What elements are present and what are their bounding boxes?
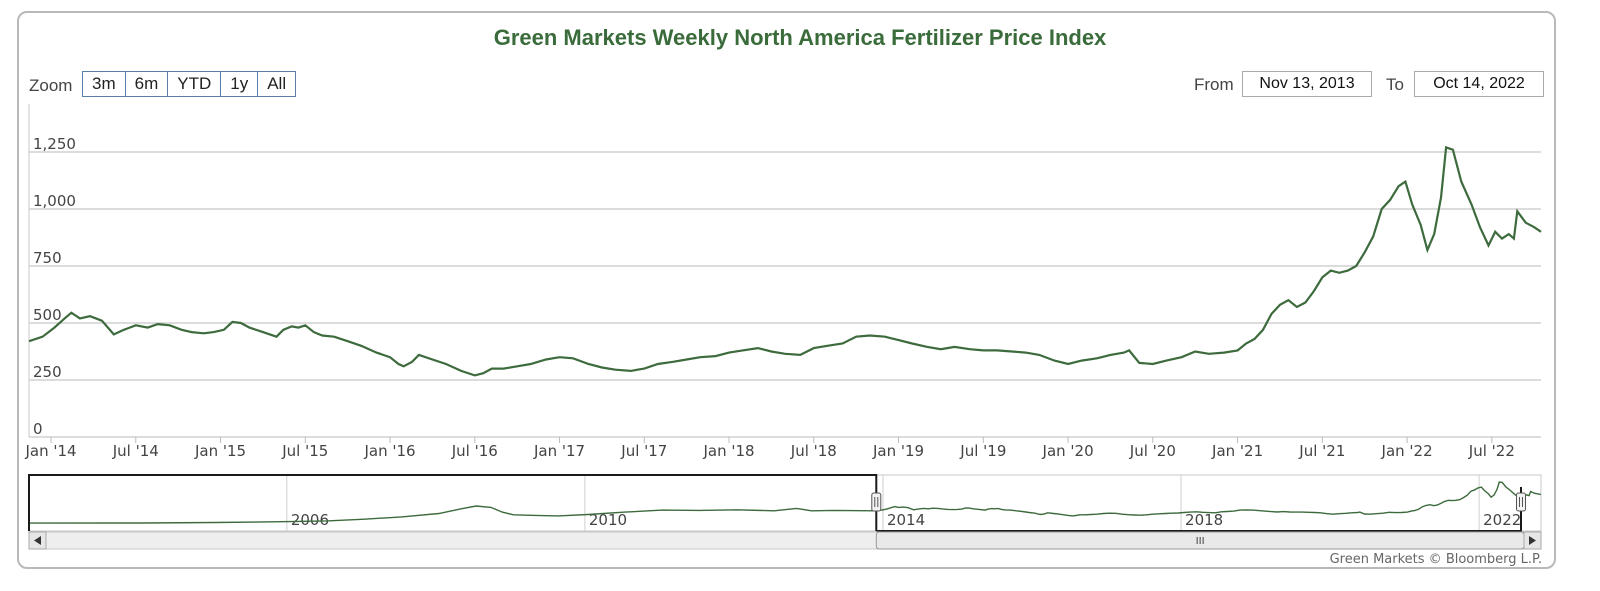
y-axis-labels: 0 250 500 750 1,000 1,250	[33, 135, 76, 438]
x-tick-label: Jul '19	[959, 442, 1006, 460]
x-tick-label: Jul '20	[1129, 442, 1176, 460]
x-tick-label: Jul '21	[1298, 442, 1345, 460]
navigator-axis: 2006 2010 2014 2018 2022	[286, 475, 1521, 531]
navigator-left-handle[interactable]	[871, 492, 882, 512]
y-tick-label: 750	[33, 249, 62, 267]
zoom-button-group: 3m 6m YTD 1y All	[82, 71, 297, 97]
navigator-tick-label: 2010	[589, 511, 627, 529]
x-tick-label: Jan '15	[194, 442, 246, 460]
navigator-line	[28, 481, 1542, 524]
navigator-tick-label: 2014	[887, 511, 925, 529]
x-tick-label: Jan '19	[872, 442, 924, 460]
navigator[interactable]: 2006 2010 2014 2018 2022	[28, 474, 1542, 532]
x-tick-label: Jul '14	[112, 442, 159, 460]
x-tick-label: Jan '21	[1211, 442, 1263, 460]
scroll-left-arrow-icon	[34, 536, 41, 545]
navigator-right-handle[interactable]	[1516, 492, 1526, 512]
credit-text: Green Markets © Bloomberg L.P.	[1329, 552, 1542, 567]
x-tick-label: Jul '17	[620, 442, 667, 460]
y-gridlines	[29, 151, 1541, 438]
zoom-1y-button[interactable]: 1y	[221, 72, 259, 96]
price-index-line	[28, 145, 1542, 377]
y-tick-label: 250	[33, 363, 62, 381]
x-tick-label: Jan '14	[24, 442, 76, 460]
x-tick-label: Jan '22	[1381, 442, 1433, 460]
x-tick-label: Jan '20	[1042, 442, 1094, 460]
y-tick-label: 1,000	[33, 192, 76, 210]
x-tick-label: Jul '15	[281, 442, 328, 460]
scrollbar-grip-icon	[1196, 537, 1204, 544]
x-tick-label: Jan '16	[363, 442, 415, 460]
zoom-6m-button[interactable]: 6m	[125, 72, 169, 96]
x-tick-label: Jan '18	[703, 442, 755, 460]
x-tick-label: Jul '16	[451, 442, 498, 460]
zoom-3m-button[interactable]: 3m	[83, 72, 126, 96]
from-date-input[interactable]: Nov 13, 2013	[1242, 71, 1372, 97]
x-tick-label: Jul '18	[790, 442, 837, 460]
to-label: To	[1386, 75, 1404, 94]
navigator-tick-label: 2006	[291, 511, 329, 529]
x-tick-label: Jan '17	[533, 442, 585, 460]
scroll-right-arrow-icon	[1529, 536, 1536, 545]
scrollbar[interactable]	[28, 531, 1542, 550]
y-tick-label: 0	[33, 420, 43, 438]
navigator-tick-label: 2018	[1185, 511, 1223, 529]
zoom-all-button[interactable]: All	[258, 72, 296, 96]
chart-title: Green Markets Weekly North America Ferti…	[493, 25, 1107, 50]
y-tick-label: 1,250	[33, 135, 76, 153]
to-date-input[interactable]: Oct 14, 2022	[1414, 71, 1544, 97]
navigator-tick-label: 2022	[1483, 511, 1521, 529]
y-tick-label: 500	[33, 306, 62, 324]
x-tick-label: Jul '22	[1468, 442, 1515, 460]
zoom-ytd-button[interactable]: YTD	[168, 72, 222, 96]
x-axis-labels: Jan '14 Jul '14 Jan '15 Jul '15 Jan '16 Jul '…	[24, 437, 1515, 460]
from-label: From	[1194, 75, 1234, 94]
zoom-label: Zoom	[29, 76, 73, 95]
